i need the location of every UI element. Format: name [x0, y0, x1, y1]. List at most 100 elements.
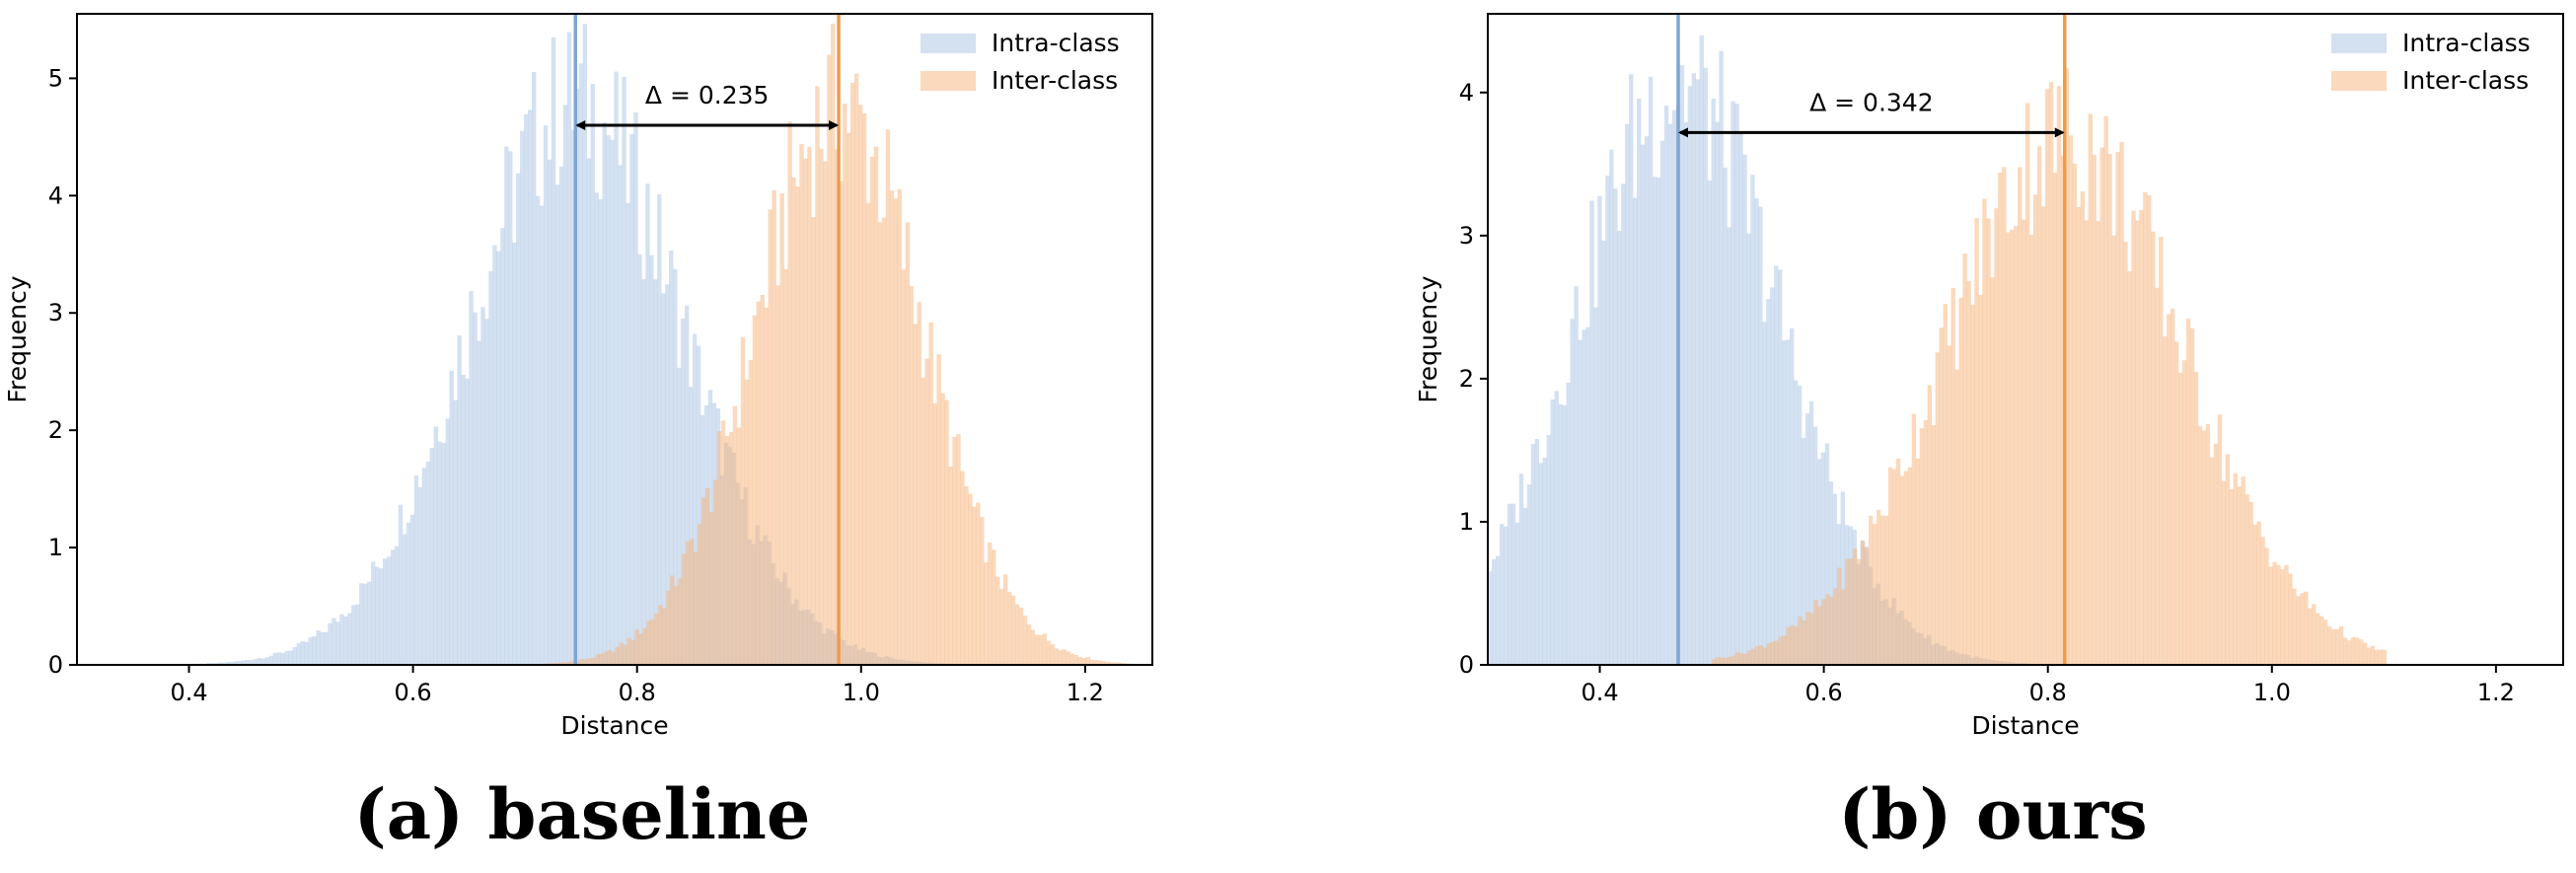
- histogram-bar: [1734, 652, 1740, 665]
- histogram-bar: [320, 632, 325, 665]
- histogram-bar: [1998, 172, 2003, 665]
- histogram-bar: [2014, 226, 2019, 665]
- histogram-bar: [1832, 493, 1838, 665]
- histogram-bar: [1609, 149, 1614, 665]
- histogram-bar: [1869, 515, 1874, 665]
- x-tick-label: 0.4: [1581, 679, 1618, 706]
- histogram-bar: [649, 255, 654, 665]
- histogram-bar: [1113, 662, 1118, 665]
- histogram-bar: [2276, 564, 2281, 665]
- histogram-bar: [562, 105, 568, 666]
- histogram-bar: [2346, 640, 2352, 665]
- histogram-bar: [1589, 200, 1594, 665]
- histogram-bar: [2123, 242, 2128, 665]
- histogram-bar: [1966, 280, 1971, 665]
- histogram-bar: [791, 177, 796, 665]
- histogram-bar: [520, 130, 525, 666]
- y-tick-label: 2: [48, 416, 63, 444]
- histogram-bar: [2111, 235, 2116, 665]
- histogram-bar: [1554, 391, 1559, 665]
- histogram-bar: [2189, 327, 2195, 665]
- histogram-bar: [1778, 636, 1784, 665]
- histogram-bar: [547, 159, 552, 665]
- histogram-bar: [1903, 471, 1909, 665]
- histogram-bar: [2374, 649, 2380, 665]
- histogram-bar: [633, 111, 638, 665]
- histogram-bar: [1833, 588, 1838, 665]
- histogram-bar: [2316, 613, 2320, 665]
- histogram-bar: [308, 637, 313, 665]
- histogram-bar: [956, 433, 961, 665]
- histogram-bar: [1716, 657, 1721, 665]
- histogram-bar: [2072, 163, 2078, 666]
- panel-caption: (a) baseline: [354, 773, 811, 855]
- histogram-bar: [524, 113, 529, 665]
- histogram-bar: [324, 631, 329, 665]
- histogram-bar: [288, 650, 293, 665]
- histogram-bar: [1786, 626, 1791, 665]
- histogram-bar: [976, 502, 981, 665]
- histogram-bar: [1585, 327, 1590, 665]
- histogram-bar: [531, 72, 537, 666]
- histogram-bar: [558, 166, 564, 665]
- delta-annotation: Δ = 0.235: [575, 81, 840, 130]
- histogram-bar: [473, 312, 478, 665]
- histogram-bar: [698, 523, 702, 665]
- histogram-bar: [764, 307, 769, 665]
- histogram-bar: [2064, 68, 2070, 665]
- histogram-bar: [645, 183, 650, 666]
- panel-ours: 0.4 0.6 0.8 1.0 1.2 0 1 2 3 4 Distance Frequency…: [1414, 13, 2564, 855]
- histogram-bar: [1652, 177, 1657, 665]
- histogram-bar: [1820, 452, 1826, 665]
- histogram-bar: [378, 568, 384, 665]
- histogram-bar: [1488, 571, 1493, 665]
- histogram-bar: [823, 161, 828, 665]
- histogram-bar: [1774, 265, 1779, 665]
- histogram-bar: [646, 620, 651, 665]
- histogram-bar: [425, 461, 431, 665]
- y-axis-ticks: 0 1 2 3 4: [1459, 79, 1488, 679]
- histogram-bar: [692, 333, 698, 665]
- histogram-bar: [783, 268, 788, 665]
- histogram-bar: [642, 627, 647, 665]
- histogram-bar: [1840, 491, 1846, 665]
- histogram-bar: [1093, 660, 1098, 665]
- histogram-bar: [2174, 341, 2179, 665]
- histogram-bar: [590, 84, 595, 666]
- delta-label: Δ = 0.235: [645, 81, 770, 109]
- histogram-bar: [1994, 208, 1999, 665]
- histogram-bar: [607, 649, 612, 665]
- histogram-bar: [2159, 237, 2164, 666]
- histogram-bar: [1022, 616, 1028, 665]
- histogram-bar: [1790, 624, 1795, 665]
- histogram-bar: [661, 293, 666, 665]
- legend-label-intra-class: Intra-class: [992, 29, 1120, 57]
- histogram-bar: [1062, 649, 1067, 665]
- x-axis-label: Distance: [1971, 711, 2079, 740]
- histogram-bar: [2002, 167, 2007, 666]
- histogram-bar: [885, 129, 891, 665]
- histogram-bar: [940, 393, 945, 665]
- histogram-bar: [716, 431, 722, 665]
- histogram-bar: [1812, 426, 1818, 665]
- histogram-bar: [1750, 648, 1756, 665]
- histogram-bar: [2143, 191, 2148, 665]
- histogram-bar: [359, 583, 364, 665]
- histogram-bar: [720, 420, 726, 665]
- histogram-bar: [2127, 271, 2132, 665]
- histogram-bar: [2006, 232, 2011, 665]
- histogram-bar: [704, 487, 710, 665]
- histogram-bar: [2323, 619, 2328, 665]
- histogram-bar: [1939, 327, 1944, 665]
- histogram-bar: [1730, 101, 1735, 665]
- x-tick-label: 0.8: [619, 679, 656, 706]
- histogram-bar: [795, 186, 800, 665]
- histogram-bar: [662, 608, 667, 665]
- histogram-bar: [2358, 639, 2364, 665]
- histogram-bar: [924, 358, 929, 665]
- histogram-bar: [2099, 147, 2104, 665]
- legend: Intra-class Inter-class: [920, 29, 1120, 95]
- histogram-bar: [528, 109, 533, 666]
- histogram-bar: [1601, 240, 1606, 666]
- histogram-bar: [1829, 597, 1834, 665]
